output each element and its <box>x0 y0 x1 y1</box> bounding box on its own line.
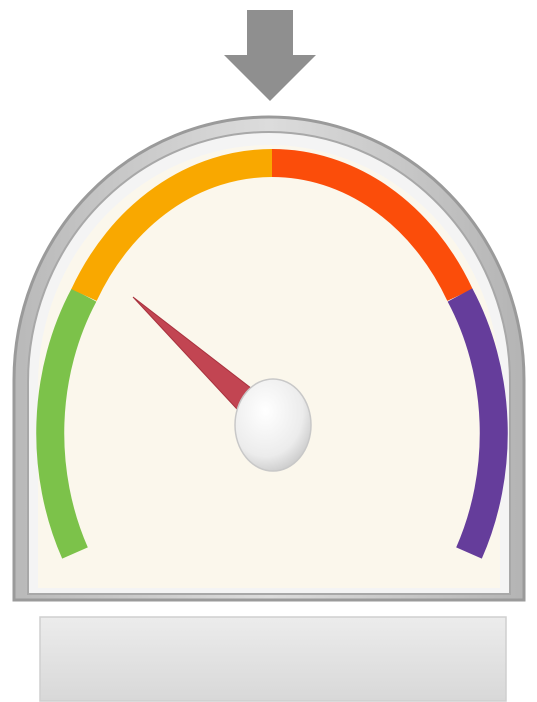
gauge-illustration <box>0 0 537 702</box>
arrow-head <box>224 55 316 101</box>
gauge-base <box>40 617 506 701</box>
down-arrow <box>224 10 316 101</box>
page <box>0 0 537 702</box>
needle-hub <box>235 379 311 471</box>
arrow-shaft <box>247 10 293 56</box>
